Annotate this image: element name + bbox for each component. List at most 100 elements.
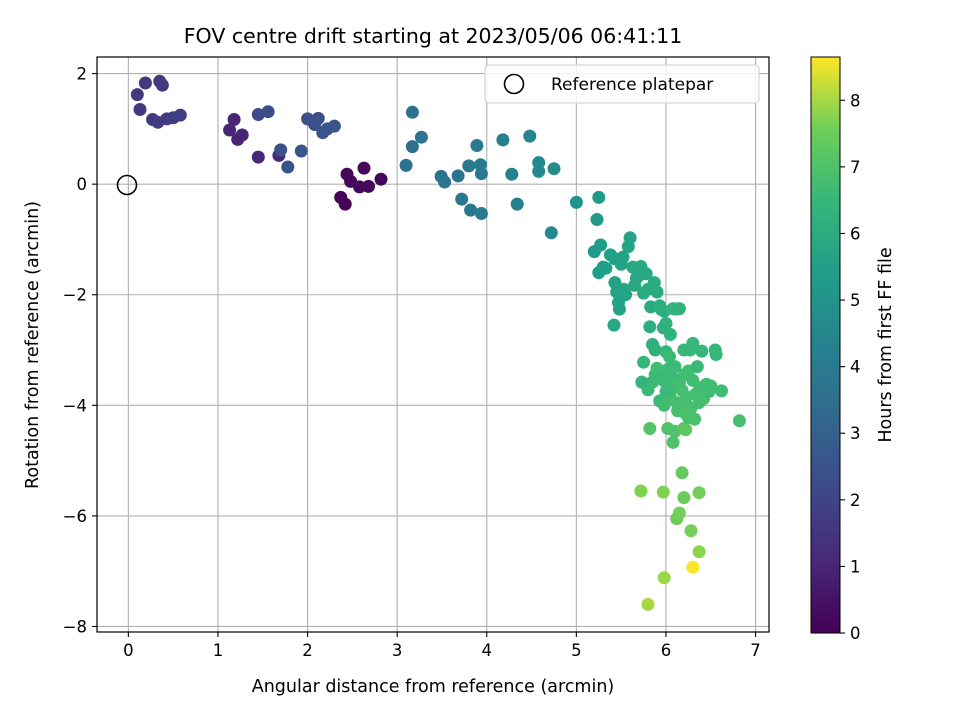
data-point — [659, 385, 673, 398]
colorbar-tick-label: 4 — [850, 358, 861, 377]
colorbar-label: Hours from first FF file — [876, 247, 896, 442]
colorbar-ticks: 0 1 2 3 4 5 6 7 8 — [840, 91, 861, 643]
chart-title: FOV centre drift starting at 2023/05/06 … — [184, 24, 683, 48]
data-point — [592, 190, 606, 204]
data-point — [251, 150, 265, 164]
data-point — [635, 375, 649, 389]
data-point — [668, 360, 682, 374]
data-point — [666, 435, 680, 449]
data-point — [155, 78, 169, 92]
x-axis-ticks: 0 1 2 3 4 5 6 7 — [123, 632, 761, 660]
data-point — [274, 143, 288, 157]
data-point — [362, 179, 375, 193]
data-point — [623, 231, 637, 245]
data-point — [547, 162, 561, 176]
reference-platepar-marker — [116, 174, 138, 196]
x-tick-label: 7 — [750, 641, 761, 660]
colorbar-tick-label: 8 — [850, 91, 861, 110]
y-tick-label: 2 — [77, 65, 88, 84]
x-tick-label: 4 — [482, 641, 493, 660]
plot-frame — [96, 56, 770, 633]
data-point — [294, 144, 308, 158]
data-point — [569, 195, 583, 209]
data-point — [590, 213, 604, 226]
data-point — [470, 139, 484, 152]
data-point — [496, 133, 510, 147]
data-point — [663, 350, 676, 364]
data-point — [643, 320, 657, 334]
data-point — [637, 355, 651, 369]
data-point — [523, 129, 537, 143]
data-point — [677, 491, 691, 505]
grid — [97, 57, 769, 632]
data-point — [130, 88, 144, 102]
data-point — [607, 318, 621, 332]
x-tick-label: 3 — [392, 641, 403, 660]
data-point — [235, 128, 249, 142]
data-point — [656, 485, 670, 499]
data-point — [679, 423, 693, 437]
data-point — [327, 119, 341, 133]
data-point — [544, 226, 558, 240]
colorbar-tick-label: 6 — [850, 224, 861, 243]
data-point — [455, 192, 469, 206]
data-point — [648, 343, 662, 357]
x-tick-label: 1 — [213, 641, 224, 660]
data-point — [663, 328, 677, 341]
data-point — [659, 317, 673, 330]
data-point — [690, 360, 704, 374]
data-point — [695, 344, 709, 358]
y-axis-label: Rotation from reference (arcmin) — [23, 201, 43, 489]
x-tick-label: 0 — [123, 641, 134, 660]
legend-entry-reference-platepar: Reference platepar — [551, 75, 713, 95]
data-point — [357, 161, 371, 175]
data-point — [616, 250, 630, 264]
data-point — [405, 105, 419, 119]
colorbar-tick-label: 1 — [850, 557, 861, 576]
data-point — [704, 379, 718, 393]
data-point — [594, 238, 608, 252]
data-point — [732, 414, 746, 428]
y-tick-label: −8 — [63, 617, 87, 636]
data-points — [130, 74, 746, 611]
x-tick-label: 6 — [661, 641, 672, 660]
data-point — [474, 167, 488, 181]
data-point — [438, 175, 452, 189]
colorbar-tick-label: 7 — [850, 158, 861, 177]
colorbar-gradient — [810, 56, 841, 634]
data-point — [686, 336, 700, 350]
data-point — [261, 105, 275, 119]
legend: Reference platepar — [484, 64, 760, 104]
data-point — [223, 123, 237, 137]
data-point — [692, 486, 706, 500]
data-point — [464, 203, 478, 217]
data-point — [675, 466, 689, 480]
data-point — [619, 288, 633, 302]
data-point — [634, 484, 648, 498]
colorbar-tick-label: 3 — [850, 424, 861, 443]
data-point — [311, 111, 325, 125]
x-axis-label: Angular distance from reference (arcmin) — [252, 677, 615, 697]
data-point — [281, 160, 295, 174]
data-point — [138, 76, 152, 90]
data-point — [251, 108, 265, 121]
data-point — [374, 172, 388, 186]
y-tick-label: −4 — [63, 396, 87, 415]
data-point — [686, 560, 700, 574]
data-point — [462, 159, 476, 173]
data-point — [227, 113, 241, 126]
data-point — [133, 103, 147, 116]
data-point — [510, 197, 524, 211]
data-point — [173, 108, 187, 122]
data-point — [661, 422, 675, 435]
data-point — [505, 167, 519, 181]
data-point — [639, 267, 653, 281]
data-point — [641, 597, 655, 611]
data-point — [709, 348, 723, 361]
x-tick-label: 2 — [302, 641, 313, 660]
data-point — [612, 302, 626, 316]
data-point — [414, 130, 428, 144]
legend-box — [484, 64, 760, 104]
colorbar-tick-label: 2 — [850, 491, 861, 510]
